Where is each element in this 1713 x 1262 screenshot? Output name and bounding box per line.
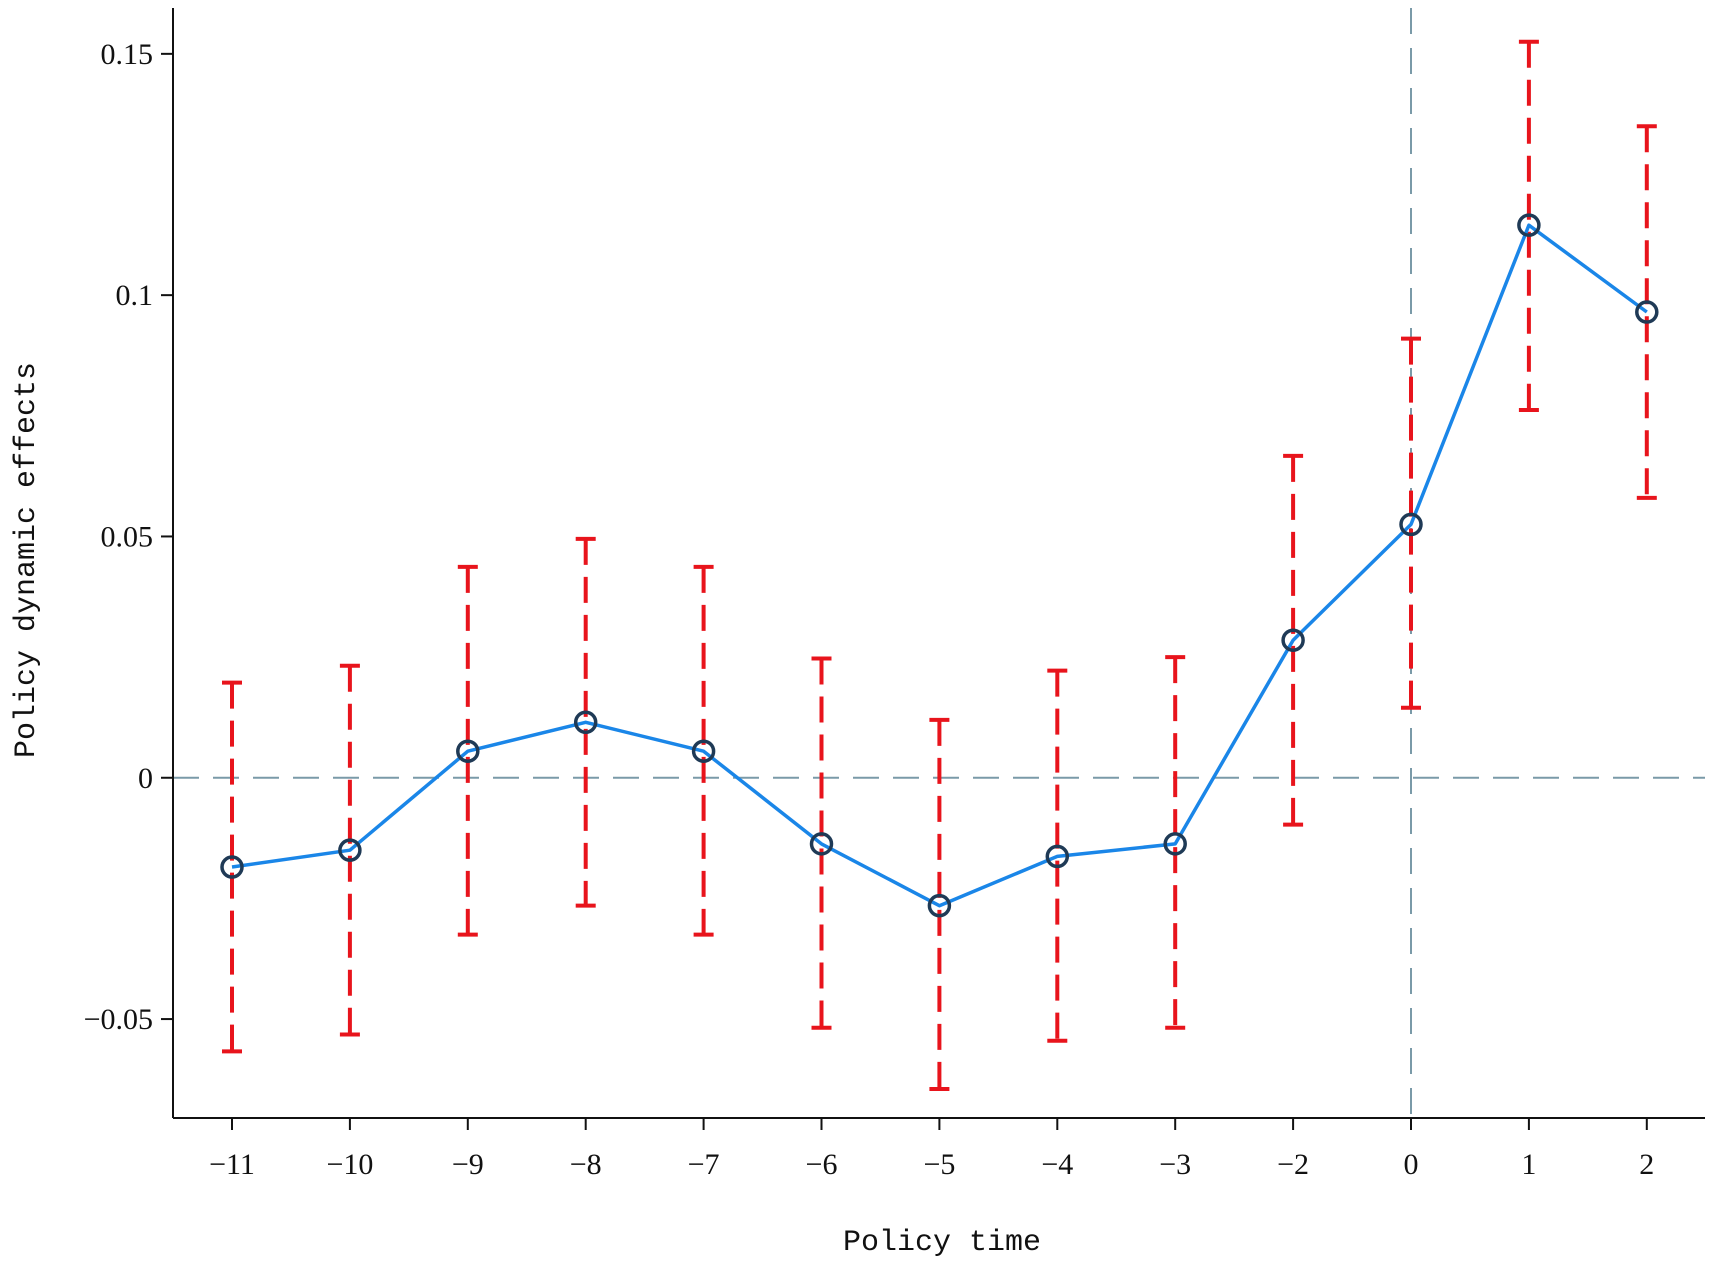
data-point <box>691 739 716 763</box>
x-tick-label: 0 <box>1404 1148 1419 1181</box>
y-axis-title: Policy dynamic effects <box>10 362 44 758</box>
y-tick-label: 0.05 <box>101 520 154 553</box>
x-axis-title: Policy time <box>843 1226 1041 1260</box>
error-bar <box>1165 655 1186 1030</box>
y-tick-label: 0.15 <box>101 38 154 71</box>
series <box>231 223 1648 908</box>
data-point <box>809 832 834 856</box>
error-bar <box>339 663 360 1037</box>
error-bar <box>1047 668 1068 1043</box>
error-bar <box>811 656 832 1030</box>
x-tick-label: −2 <box>1277 1148 1309 1181</box>
data-point <box>573 710 598 735</box>
data-point <box>927 893 952 918</box>
x-tick-label: 1 <box>1521 1148 1536 1181</box>
x-tick-label: −5 <box>923 1148 955 1181</box>
data-point <box>1635 300 1659 324</box>
x-tick-label: −7 <box>688 1148 720 1181</box>
data-point <box>1163 832 1187 856</box>
data-points <box>220 213 1659 918</box>
error-bar <box>1636 124 1657 500</box>
error-bar <box>693 564 714 937</box>
error-bar <box>575 536 596 908</box>
error-bar <box>457 564 478 937</box>
data-point <box>456 739 480 763</box>
x-tick-label: −3 <box>1159 1148 1191 1181</box>
y-tick-label: 0.1 <box>116 279 154 312</box>
error-bar <box>929 717 950 1092</box>
x-tick-label: −4 <box>1041 1148 1073 1181</box>
x-tick-label: −8 <box>570 1148 602 1181</box>
x-tick-label: 2 <box>1639 1148 1654 1181</box>
x-tick-label: −11 <box>209 1148 255 1181</box>
x-tick-label: −10 <box>326 1148 373 1181</box>
x-tick-label: −6 <box>806 1148 838 1181</box>
data-point <box>1517 213 1541 237</box>
series-line <box>231 223 1648 908</box>
y-tick-label: 0 <box>138 762 153 795</box>
error-bars <box>222 39 1657 1092</box>
data-point <box>1399 512 1423 537</box>
error-bar <box>222 680 242 1054</box>
data-point <box>1045 844 1070 869</box>
data-point <box>338 838 362 862</box>
data-point <box>220 855 244 879</box>
error-bar <box>1283 453 1304 827</box>
y-axis-ticks: 0.15 0.1 0.05 0 −0.05 <box>84 38 173 1036</box>
data-point <box>1281 628 1305 652</box>
error-bar <box>1518 39 1539 413</box>
x-axis-ticks: −11 −10 −9 −8 −7 −6 −5 −4 −3 −2 0 1 2 <box>209 1118 1654 1181</box>
y-tick-label: −0.05 <box>84 1003 153 1036</box>
x-tick-label: −9 <box>452 1148 484 1181</box>
error-bar <box>1401 336 1421 710</box>
